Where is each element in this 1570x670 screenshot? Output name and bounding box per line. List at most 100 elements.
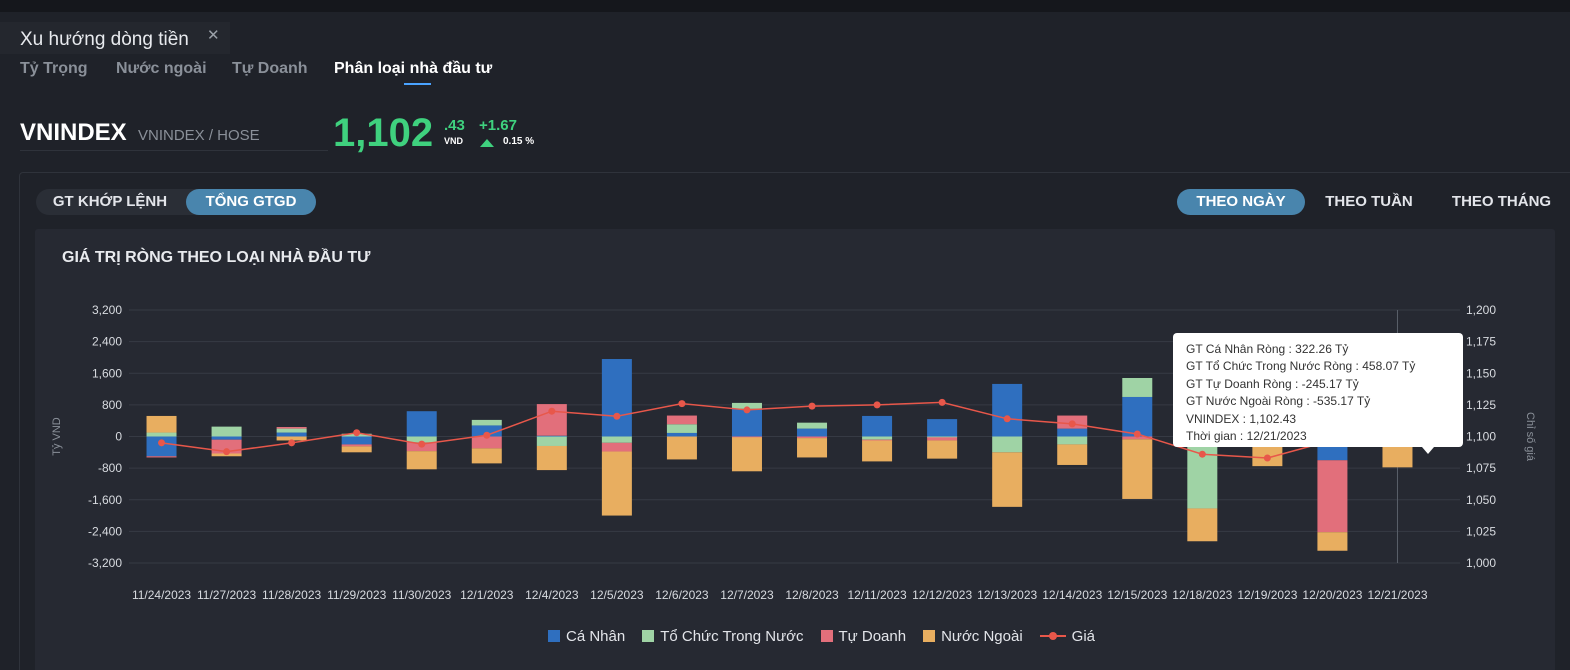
bar-segment — [341, 446, 372, 453]
price-point — [288, 439, 296, 447]
bar-segment — [797, 428, 828, 437]
close-icon[interactable]: ✕ — [207, 27, 220, 44]
y-left-tick-label: -3,200 — [88, 556, 122, 570]
x-tick-label: 12/14/2023 — [1042, 588, 1102, 602]
y-left-tick-label: 2,400 — [92, 335, 122, 349]
bar-segment — [666, 432, 697, 437]
price-point — [1263, 454, 1271, 462]
bar-segment — [276, 427, 307, 429]
bar-segment — [406, 411, 437, 437]
y-left-tick-label: 1,600 — [92, 366, 122, 380]
bar-segment — [731, 436, 762, 438]
legend-gia[interactable]: Giá — [1039, 627, 1095, 645]
bar-segment — [992, 436, 1023, 453]
legend-swatch — [820, 630, 833, 642]
bar-segment — [601, 451, 632, 516]
bar-segment — [146, 432, 177, 437]
legend-ca-nhan[interactable]: Cá Nhân — [548, 628, 625, 645]
symbol-code: VNINDEX — [20, 119, 127, 146]
bar-segment — [1122, 436, 1153, 440]
tong-gtgd-button[interactable]: TỔNG GTGD — [186, 189, 316, 215]
price-change: +1.67 — [479, 117, 517, 134]
tab-ty-trong[interactable]: Tỷ Trọng — [20, 60, 88, 77]
legend-nuoc-ngoai[interactable]: Nước Ngoài — [923, 628, 1023, 645]
bar-segment — [862, 415, 893, 437]
bar-segment — [1122, 439, 1153, 499]
bar-segment — [146, 456, 177, 458]
y-right-tick-label: 1,025 — [1466, 524, 1496, 538]
legend-tu-doanh[interactable]: Tự Doanh — [820, 627, 907, 645]
x-tick-label: 12/21/2023 — [1367, 588, 1427, 602]
y-left-tick-label: -800 — [98, 461, 122, 475]
legend-label: Giá — [1071, 627, 1095, 645]
bar-segment — [146, 436, 177, 457]
tab-phan-loai-nha-dau-tu[interactable]: Phân loại nhà đầu tư — [334, 60, 493, 77]
price-unit: VND — [444, 136, 464, 146]
symbol-exchange: VNINDEX / HOSE — [138, 127, 260, 144]
price-point — [353, 429, 361, 437]
net-value-chart[interactable]: 3,200 2,400 1,600 800 0 -800 -1,600 -2,400 -3,20… — [35, 290, 1565, 610]
theo-ngay-button[interactable]: THEO NGÀY — [1177, 189, 1305, 215]
price-point — [548, 407, 556, 415]
tooltip-line: GT Nước Ngoài Ròng : -535.17 Tỷ — [1186, 394, 1371, 409]
y-right-tick-label: 1,175 — [1466, 335, 1496, 349]
bar-segment — [1252, 442, 1283, 467]
bar-segment — [211, 426, 242, 437]
tab-nuoc-ngoai[interactable]: Nước ngoài — [116, 60, 207, 77]
value-type-toggle: GT KHỚP LỆNH TỔNG GTGD — [36, 189, 316, 215]
bar-segment — [666, 424, 697, 433]
period-toggle: THEO NGÀY THEO TUẦN THEO THÁNG — [1177, 189, 1570, 215]
x-tick-label: 12/1/2023 — [460, 588, 514, 602]
symbol-divider — [20, 150, 328, 151]
y-right-tick-label: 1,100 — [1466, 430, 1496, 444]
bar-segment — [341, 436, 372, 445]
bar-segment — [1187, 508, 1218, 542]
bar-segment — [536, 445, 567, 471]
bar-segment — [731, 402, 762, 409]
x-tick-label: 12/13/2023 — [977, 588, 1037, 602]
y-left-tick-label: 0 — [115, 430, 122, 444]
y-right-tick-label: 1,150 — [1466, 366, 1496, 380]
theo-tuan-button[interactable]: THEO TUẦN — [1325, 193, 1413, 210]
bar-segment — [862, 439, 893, 441]
x-tick-label: 12/19/2023 — [1237, 588, 1297, 602]
panel-title: Xu hướng dòng tiền — [20, 29, 189, 50]
price-point — [483, 431, 491, 439]
bar-segment — [862, 440, 893, 462]
price-change-percent: 0.15 % — [503, 136, 535, 147]
legend-swatch — [923, 630, 936, 642]
legend-label: Tự Doanh — [838, 627, 907, 645]
bar-segment — [862, 436, 893, 440]
gt-khop-lenh-button[interactable]: GT KHỚP LỆNH — [52, 193, 168, 210]
price-decimal: .43 — [444, 117, 465, 134]
chart-card — [35, 229, 1555, 670]
tooltip-line: VNINDEX : 1,102.43 — [1186, 411, 1297, 426]
y-left-tick-label: 800 — [102, 398, 122, 412]
bar-segment — [1317, 460, 1348, 533]
bar-segment — [276, 436, 307, 441]
theo-thang-button[interactable]: THEO THÁNG — [1451, 193, 1552, 210]
legend-swatch — [642, 630, 655, 642]
bar-segment — [146, 415, 177, 433]
bar-segment — [797, 438, 828, 458]
y-right-tick-label: 1,200 — [1466, 303, 1496, 317]
x-tick-label: 11/30/2023 — [392, 588, 451, 602]
top-bar — [0, 0, 1570, 12]
chart-title: GIÁ TRỊ RÒNG THEO LOẠI NHÀ ĐẦU TƯ — [62, 249, 371, 266]
price-point — [938, 398, 946, 406]
x-tick-label: 11/27/2023 — [197, 588, 256, 602]
bar-segment — [1057, 428, 1088, 437]
y-right-tick-label: 1,050 — [1466, 493, 1496, 507]
bar-segment — [1382, 446, 1413, 468]
tab-tu-doanh[interactable]: Tự Doanh — [232, 60, 308, 77]
bar-segment — [927, 440, 958, 459]
bar-segment — [341, 444, 372, 447]
bar-segment — [601, 442, 632, 452]
legend-line-swatch — [1039, 630, 1066, 642]
x-tick-label: 12/4/2023 — [525, 588, 579, 602]
y-right-tick-label: 1,075 — [1466, 461, 1496, 475]
price-point — [158, 439, 166, 447]
legend-to-chuc-trong-nuoc[interactable]: Tổ Chức Trong Nước — [642, 628, 804, 645]
x-tick-label: 12/18/2023 — [1172, 588, 1232, 602]
y-right-axis-label: Chỉ số giá — [1524, 412, 1536, 462]
